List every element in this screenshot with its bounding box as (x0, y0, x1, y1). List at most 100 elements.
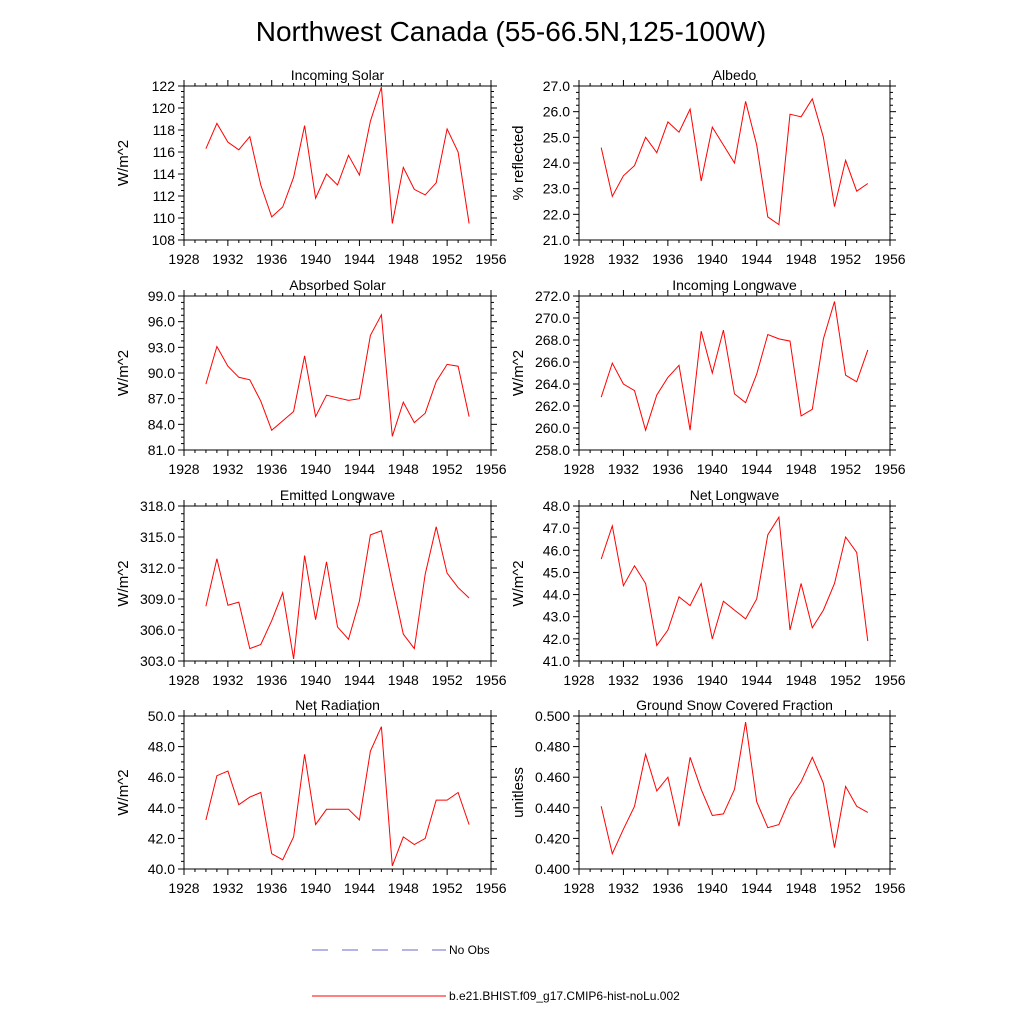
series-line-1 (600, 515, 869, 647)
x-tick-label: 1940 (697, 880, 728, 896)
y-tick-label: 26.0 (543, 104, 570, 120)
x-tick-label: 1948 (388, 880, 419, 896)
plot-frame (183, 295, 492, 451)
x-tick-label: 1952 (432, 672, 463, 688)
x-tick-label: 1956 (475, 672, 506, 688)
y-tick-label: 22.0 (543, 206, 570, 222)
x-tick-label: 1928 (563, 461, 594, 477)
y-axis-label: % reflected (510, 125, 527, 200)
series-line-1 (205, 313, 470, 437)
legend: No Obs b.e21.BHIST.f09_g17.CMIP6-hist-no… (312, 943, 680, 1003)
panel-title: Ground Snow Covered Fraction (636, 697, 833, 713)
y-tick-label: 48.0 (543, 498, 570, 514)
y-tick-label: 0.480 (535, 739, 570, 755)
x-tick-label: 1928 (563, 251, 594, 267)
y-tick-label: 118 (153, 122, 176, 138)
y-tick-label: 0.500 (535, 708, 570, 724)
panel-title: Incoming Longwave (672, 277, 797, 293)
x-tick-label: 1952 (830, 672, 861, 688)
y-tick-label: 318.0 (140, 498, 175, 514)
x-tick-label: 1944 (344, 880, 375, 896)
y-axis-label: W/m^2 (115, 769, 132, 815)
x-tick-label: 1936 (256, 461, 287, 477)
figure-title: Northwest Canada (55-66.5N,125-100W) (256, 16, 766, 47)
y-tick-label: 47.0 (543, 520, 570, 536)
y-tick-label: 268.0 (535, 332, 570, 348)
x-tick-label: 1936 (256, 880, 287, 896)
y-tick-label: 21.0 (543, 232, 570, 248)
panel-title: Incoming Solar (291, 67, 385, 83)
plot-frame (183, 85, 492, 241)
x-tick-label: 1956 (475, 461, 506, 477)
x-tick-label: 1936 (652, 461, 683, 477)
x-tick-label: 1944 (344, 672, 375, 688)
x-tick-label: 1936 (652, 672, 683, 688)
y-tick-label: 309.0 (140, 591, 175, 607)
plot-frame (578, 715, 891, 870)
x-tick-label: 1928 (563, 880, 594, 896)
y-tick-label: 116 (153, 144, 176, 160)
x-tick-label: 1944 (741, 672, 772, 688)
series-line-1 (205, 86, 470, 224)
y-tick-label: 264.0 (535, 376, 570, 392)
y-tick-label: 303.0 (140, 653, 175, 669)
y-axis-label: W/m^2 (510, 350, 527, 396)
x-tick-label: 1948 (388, 251, 419, 267)
y-axis-label: W/m^2 (510, 560, 527, 606)
x-tick-label: 1936 (256, 672, 287, 688)
chart-panel-3: Absorbed Solar W/m^2 1928 1932 1936 1940 1944 1… (115, 277, 507, 477)
chart-panel-7: Net Radiation W/m^2 1928 1932 1936 1940 1944 19… (115, 697, 507, 896)
x-tick-label: 1952 (830, 880, 861, 896)
x-tick-label: 1932 (212, 461, 243, 477)
panel-title: Albedo (713, 67, 757, 83)
y-tick-label: 50.0 (148, 708, 175, 724)
y-axis-label: W/m^2 (115, 350, 132, 396)
legend-label-model: b.e21.BHIST.f09_g17.CMIP6-hist-noLu.002 (449, 989, 680, 1003)
x-tick-label: 1952 (830, 251, 861, 267)
x-tick-label: 1952 (432, 461, 463, 477)
y-tick-label: 122 (152, 78, 176, 94)
y-tick-label: 42.0 (148, 830, 175, 846)
x-tick-label: 1956 (874, 880, 905, 896)
x-tick-label: 1940 (697, 461, 728, 477)
x-tick-label: 1928 (168, 672, 199, 688)
y-tick-label: 42.0 (543, 631, 570, 647)
x-tick-label: 1940 (697, 672, 728, 688)
y-axis-label: unitless (510, 767, 527, 818)
y-tick-label: 270.0 (535, 310, 570, 326)
x-tick-label: 1944 (344, 251, 375, 267)
x-tick-label: 1944 (344, 461, 375, 477)
y-tick-label: 272.0 (535, 288, 570, 304)
y-tick-label: 40.0 (148, 861, 175, 877)
y-tick-label: 99.0 (148, 288, 175, 304)
x-tick-label: 1928 (563, 672, 594, 688)
y-tick-label: 312.0 (140, 560, 175, 576)
x-tick-label: 1944 (741, 461, 772, 477)
y-tick-label: 306.0 (140, 622, 175, 638)
x-tick-label: 1944 (741, 880, 772, 896)
y-tick-label: 108 (152, 232, 176, 248)
x-tick-label: 1932 (212, 251, 243, 267)
x-tick-label: 1952 (830, 461, 861, 477)
y-tick-label: 87.0 (148, 391, 175, 407)
series-line-1 (600, 301, 869, 432)
y-tick-label: 120 (152, 100, 176, 116)
chart-panel-1: Incoming Solar W/m^2 1928 1932 1936 1940 1944 1… (115, 67, 507, 267)
chart-panel-6: Net Longwave W/m^2 1928 1932 1936 1940 1944 194… (510, 487, 906, 688)
y-tick-label: 258.0 (535, 442, 570, 458)
x-tick-label: 1948 (388, 461, 419, 477)
panel-title: Emitted Longwave (280, 487, 395, 503)
x-tick-label: 1952 (432, 251, 463, 267)
y-tick-label: 262.0 (535, 398, 570, 414)
chart-panel-8: Ground Snow Covered Fraction unitless 1928… (510, 697, 906, 896)
y-axis-label: W/m^2 (115, 140, 132, 186)
x-tick-label: 1956 (475, 880, 506, 896)
x-tick-label: 1948 (388, 672, 419, 688)
x-tick-label: 1940 (697, 251, 728, 267)
x-tick-label: 1952 (432, 880, 463, 896)
x-tick-label: 1956 (874, 672, 905, 688)
y-tick-label: 0.440 (535, 800, 570, 816)
x-tick-label: 1940 (300, 672, 331, 688)
plot-frame (183, 715, 492, 870)
chart-panel-4: Incoming Longwave W/m^2 1928 1932 1936 1940 19… (510, 277, 906, 477)
